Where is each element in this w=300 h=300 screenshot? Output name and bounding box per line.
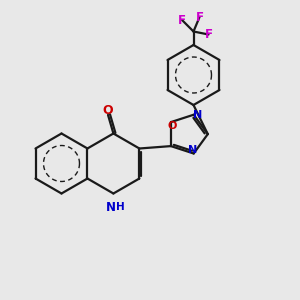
Text: N: N <box>106 201 116 214</box>
Text: F: F <box>178 14 186 27</box>
Text: H: H <box>116 202 124 212</box>
Text: N: N <box>193 110 202 120</box>
Text: F: F <box>196 11 203 24</box>
Text: N: N <box>188 145 197 154</box>
Text: F: F <box>205 28 212 41</box>
Text: O: O <box>103 104 113 118</box>
Text: O: O <box>168 121 177 131</box>
